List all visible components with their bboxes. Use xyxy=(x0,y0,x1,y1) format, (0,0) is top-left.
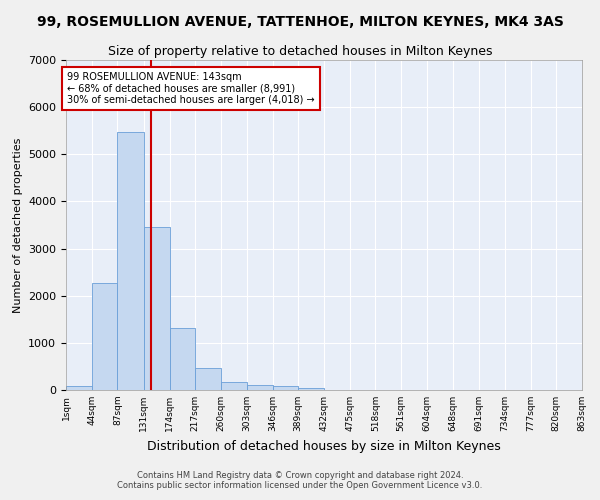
X-axis label: Distribution of detached houses by size in Milton Keynes: Distribution of detached houses by size … xyxy=(147,440,501,452)
Text: Contains HM Land Registry data © Crown copyright and database right 2024.
Contai: Contains HM Land Registry data © Crown c… xyxy=(118,470,482,490)
Bar xyxy=(298,388,324,390)
Bar xyxy=(272,386,298,390)
Text: Size of property relative to detached houses in Milton Keynes: Size of property relative to detached ho… xyxy=(108,45,492,58)
Text: 99 ROSEMULLION AVENUE: 143sqm
← 68% of detached houses are smaller (8,991)
30% o: 99 ROSEMULLION AVENUE: 143sqm ← 68% of d… xyxy=(67,72,315,105)
Bar xyxy=(195,368,221,390)
Bar xyxy=(92,282,118,390)
Bar xyxy=(247,386,272,390)
Y-axis label: Number of detached properties: Number of detached properties xyxy=(13,138,23,312)
Bar xyxy=(118,132,144,390)
Bar xyxy=(66,386,92,390)
Text: 99, ROSEMULLION AVENUE, TATTENHOE, MILTON KEYNES, MK4 3AS: 99, ROSEMULLION AVENUE, TATTENHOE, MILTO… xyxy=(37,15,563,29)
Bar xyxy=(221,382,247,390)
Bar xyxy=(170,328,195,390)
Bar xyxy=(144,228,170,390)
